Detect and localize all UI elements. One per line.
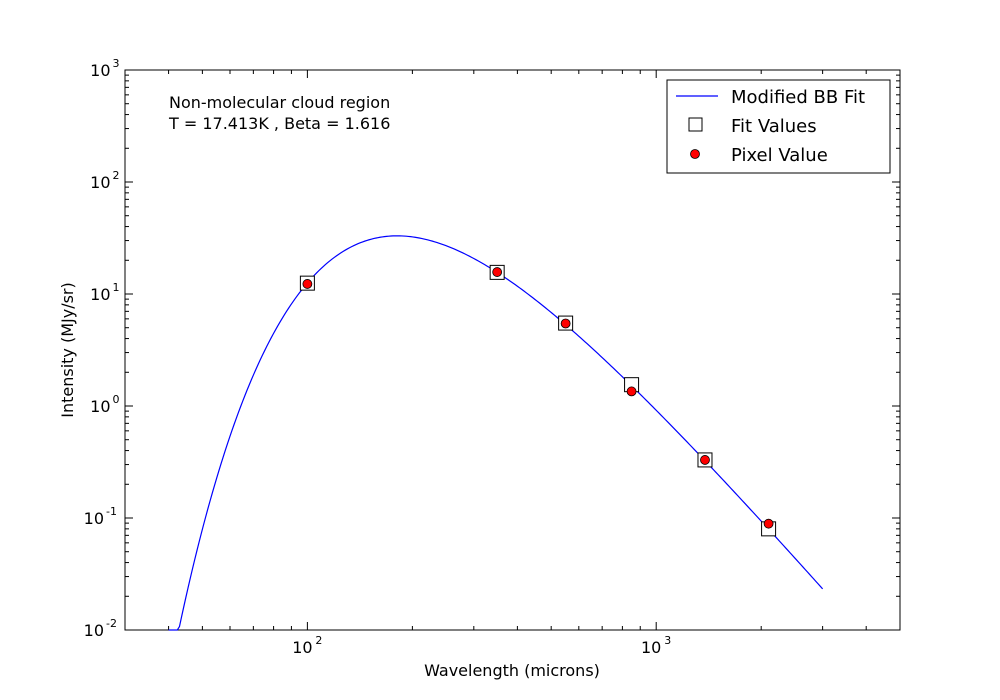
pixel-value-marker bbox=[302, 279, 313, 289]
x-tick-exponent: 3 bbox=[664, 634, 671, 647]
y-tick-exponent: 2 bbox=[113, 169, 120, 182]
y-tick-exponent: -2 bbox=[106, 617, 117, 630]
y-tick-label: 10 bbox=[84, 621, 104, 640]
annotation-params: T = 17.413K , Beta = 1.616 bbox=[168, 114, 390, 133]
annotation-region: Non-molecular cloud region bbox=[169, 93, 390, 112]
pixel-value-marker bbox=[763, 518, 774, 529]
y-tick-exponent: 1 bbox=[113, 281, 120, 294]
legend: Modified BB Fit Fit Values Pixel Value bbox=[666, 79, 891, 174]
y-tick-label: 10 bbox=[90, 285, 110, 304]
y-tick-label: 10 bbox=[90, 173, 110, 192]
pixel-value-marker bbox=[626, 386, 637, 397]
legend-label-fit-values: Fit Values bbox=[731, 116, 817, 137]
y-tick-label: 10 bbox=[90, 61, 110, 80]
legend-circle-swatch bbox=[690, 149, 700, 159]
x-axis-label: Wavelength (microns) bbox=[424, 661, 600, 680]
legend-label-fit: Modified BB Fit bbox=[731, 87, 865, 108]
pixel-value-marker bbox=[700, 455, 710, 465]
y-axis-label: Intensity (MJy/sr) bbox=[58, 282, 77, 418]
x-tick-label: 10 bbox=[641, 638, 661, 657]
legend-label-pixel-value: Pixel Value bbox=[731, 145, 828, 166]
y-tick-exponent: -1 bbox=[106, 505, 117, 518]
y-tick-exponent: 0 bbox=[113, 393, 120, 406]
x-tick-label: 10 bbox=[292, 638, 312, 657]
y-tick-label: 10 bbox=[84, 509, 104, 528]
x-tick-exponent: 2 bbox=[315, 634, 322, 647]
pixel-value-marker bbox=[492, 267, 503, 277]
pixel-value-marker bbox=[560, 318, 571, 329]
legend-square-swatch bbox=[688, 117, 703, 132]
y-tick-label: 10 bbox=[90, 397, 110, 416]
y-tick-exponent: 3 bbox=[113, 57, 120, 70]
